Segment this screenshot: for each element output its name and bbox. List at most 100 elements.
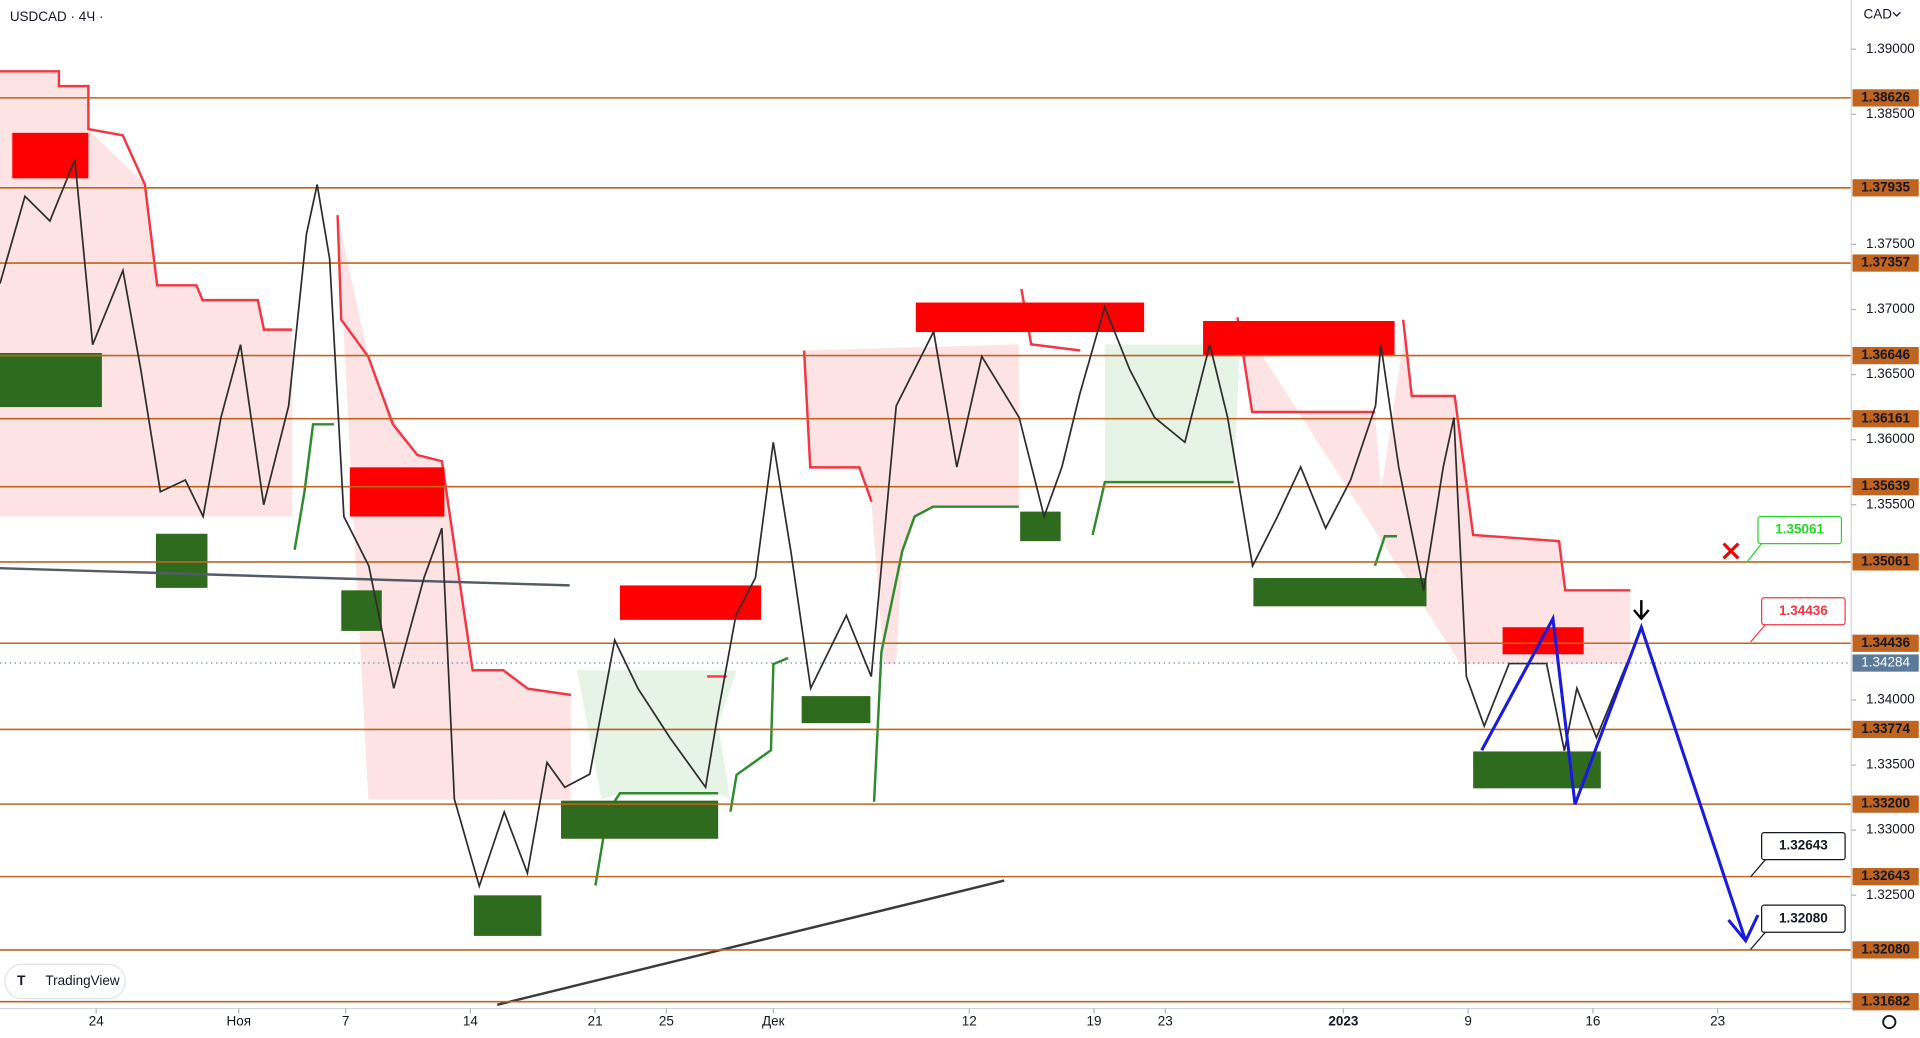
x-tick-label: Дек bbox=[762, 1014, 785, 1029]
level-label-box bbox=[1852, 410, 1919, 428]
level-label-box bbox=[1852, 993, 1919, 1011]
supertrend-up bbox=[1373, 534, 1398, 567]
callout-text: 1.32080 bbox=[1779, 910, 1828, 925]
indicator-layer bbox=[0, 70, 1631, 1006]
y-tick-label: 1.36500 bbox=[1866, 366, 1915, 381]
trend-line bbox=[0, 566, 570, 587]
supertrend-down bbox=[802, 350, 873, 503]
callout-line bbox=[1750, 859, 1766, 878]
supertrend-down bbox=[0, 70, 293, 331]
supertrend-down bbox=[1401, 319, 1631, 592]
x-tick-label: 23 bbox=[1158, 1014, 1173, 1029]
level-label: 1.34436 bbox=[1861, 635, 1910, 650]
x-tick-label: 9 bbox=[1464, 1014, 1472, 1029]
y-tick-label: 1.35500 bbox=[1866, 496, 1915, 511]
level-label: 1.36161 bbox=[1861, 410, 1910, 425]
demand-zone bbox=[1473, 751, 1601, 789]
level-label: 1.35639 bbox=[1861, 478, 1910, 493]
x-tick-label: 24 bbox=[89, 1014, 104, 1029]
sell-arrow bbox=[1633, 600, 1650, 621]
level-label: 1.35061 bbox=[1861, 553, 1910, 568]
x-tick-label: 16 bbox=[1585, 1014, 1600, 1029]
level-label-box bbox=[1852, 868, 1919, 886]
supertrend-up bbox=[1091, 480, 1234, 536]
demand-zone bbox=[473, 895, 542, 936]
supply-zone bbox=[619, 585, 762, 620]
demand-zone bbox=[155, 533, 208, 588]
demand-zone bbox=[561, 800, 719, 839]
projection-path bbox=[1480, 613, 1748, 942]
level-label: 1.37935 bbox=[1861, 179, 1910, 194]
demand-zone bbox=[1253, 578, 1427, 607]
callout-text: 1.32643 bbox=[1779, 838, 1828, 853]
level-label: 1.33200 bbox=[1861, 796, 1910, 811]
x-tick-label: 21 bbox=[588, 1014, 603, 1029]
x-tick-label: 25 bbox=[659, 1014, 674, 1029]
supply-zone bbox=[1203, 320, 1395, 356]
settings-icon[interactable] bbox=[1882, 1014, 1897, 1030]
currency-caret[interactable] bbox=[1892, 11, 1901, 17]
supply-zone bbox=[1502, 627, 1584, 655]
callout-box bbox=[1761, 831, 1846, 861]
level-label-box bbox=[1852, 179, 1919, 197]
callout-text: 1.34436 bbox=[1779, 603, 1828, 618]
trend-line bbox=[496, 879, 1005, 1006]
y-tick-label: 1.38500 bbox=[1866, 106, 1915, 121]
level-label: 1.32080 bbox=[1861, 941, 1910, 956]
supply-zone bbox=[12, 132, 89, 179]
level-label: 1.38626 bbox=[1861, 89, 1910, 104]
symbol-title: USDCAD · 4Ч · bbox=[10, 9, 104, 24]
x-tick-label: Ноя bbox=[226, 1014, 251, 1029]
level-label-box bbox=[1852, 941, 1919, 959]
bull-fill bbox=[1104, 344, 1240, 483]
bear-fill bbox=[804, 344, 1019, 665]
price-scale-bg bbox=[1851, 0, 1920, 1038]
currency[interactable]: CAD bbox=[1864, 6, 1893, 21]
supertrend-up bbox=[872, 505, 1019, 802]
level-label: 1.37357 bbox=[1861, 255, 1910, 270]
supply-zone bbox=[915, 302, 1145, 333]
x-tick-label: 14 bbox=[463, 1014, 478, 1029]
y-tick-label: 1.39000 bbox=[1866, 41, 1915, 56]
level-label: 1.32643 bbox=[1861, 868, 1910, 883]
callout-box bbox=[1757, 515, 1843, 545]
demand-zone bbox=[801, 696, 871, 724]
y-tick-label: 1.34000 bbox=[1866, 692, 1915, 707]
y-tick-label: 1.37000 bbox=[1866, 301, 1915, 316]
callout-box bbox=[1761, 597, 1846, 626]
level-label-box bbox=[1852, 478, 1919, 496]
level-labels: 1.38626 1.37935 1.37357 1.36646 1.36161 1.356… bbox=[1852, 89, 1919, 1011]
level-label: 1.33774 bbox=[1861, 721, 1910, 736]
callout-box bbox=[1761, 904, 1846, 933]
annotations: 1.35061 1.34436 1.32643 1.32080 bbox=[1746, 515, 1846, 950]
watermark-pill[interactable] bbox=[4, 963, 126, 1000]
bear-fill bbox=[1237, 317, 1631, 665]
level-label: 1.31682 bbox=[1861, 993, 1910, 1008]
callout-line bbox=[1750, 931, 1766, 950]
level-label-box bbox=[1852, 89, 1919, 107]
level-label-box bbox=[1852, 553, 1919, 571]
price-layer bbox=[0, 159, 1628, 890]
callout-line bbox=[1750, 624, 1766, 643]
watermark-logo: T bbox=[17, 973, 26, 988]
axes-layer: 1.39000 1.38500 1.37500 1.37000 1.36500 1.360… bbox=[89, 41, 1915, 1029]
y-tick-label: 1.36000 bbox=[1866, 431, 1915, 446]
projection-layer bbox=[1480, 542, 1760, 944]
callout-line bbox=[1746, 543, 1763, 563]
levels-layer bbox=[0, 97, 1852, 1003]
level-label: 1.36646 bbox=[1861, 347, 1910, 362]
y-tick-label: 1.32500 bbox=[1866, 887, 1915, 902]
supertrend-up bbox=[293, 423, 334, 550]
level-label-box bbox=[1852, 254, 1919, 272]
demand-zone bbox=[1020, 511, 1061, 542]
supertrend-up bbox=[729, 656, 789, 812]
level-label-box bbox=[1852, 634, 1919, 652]
x-tick-label: 19 bbox=[1086, 1014, 1101, 1029]
cancel-mark bbox=[1722, 542, 1740, 560]
supply-zone bbox=[349, 467, 445, 517]
watermark-text: TradingView bbox=[45, 973, 119, 988]
callout-text: 1.35061 bbox=[1775, 522, 1824, 537]
level-label-box bbox=[1852, 795, 1919, 813]
